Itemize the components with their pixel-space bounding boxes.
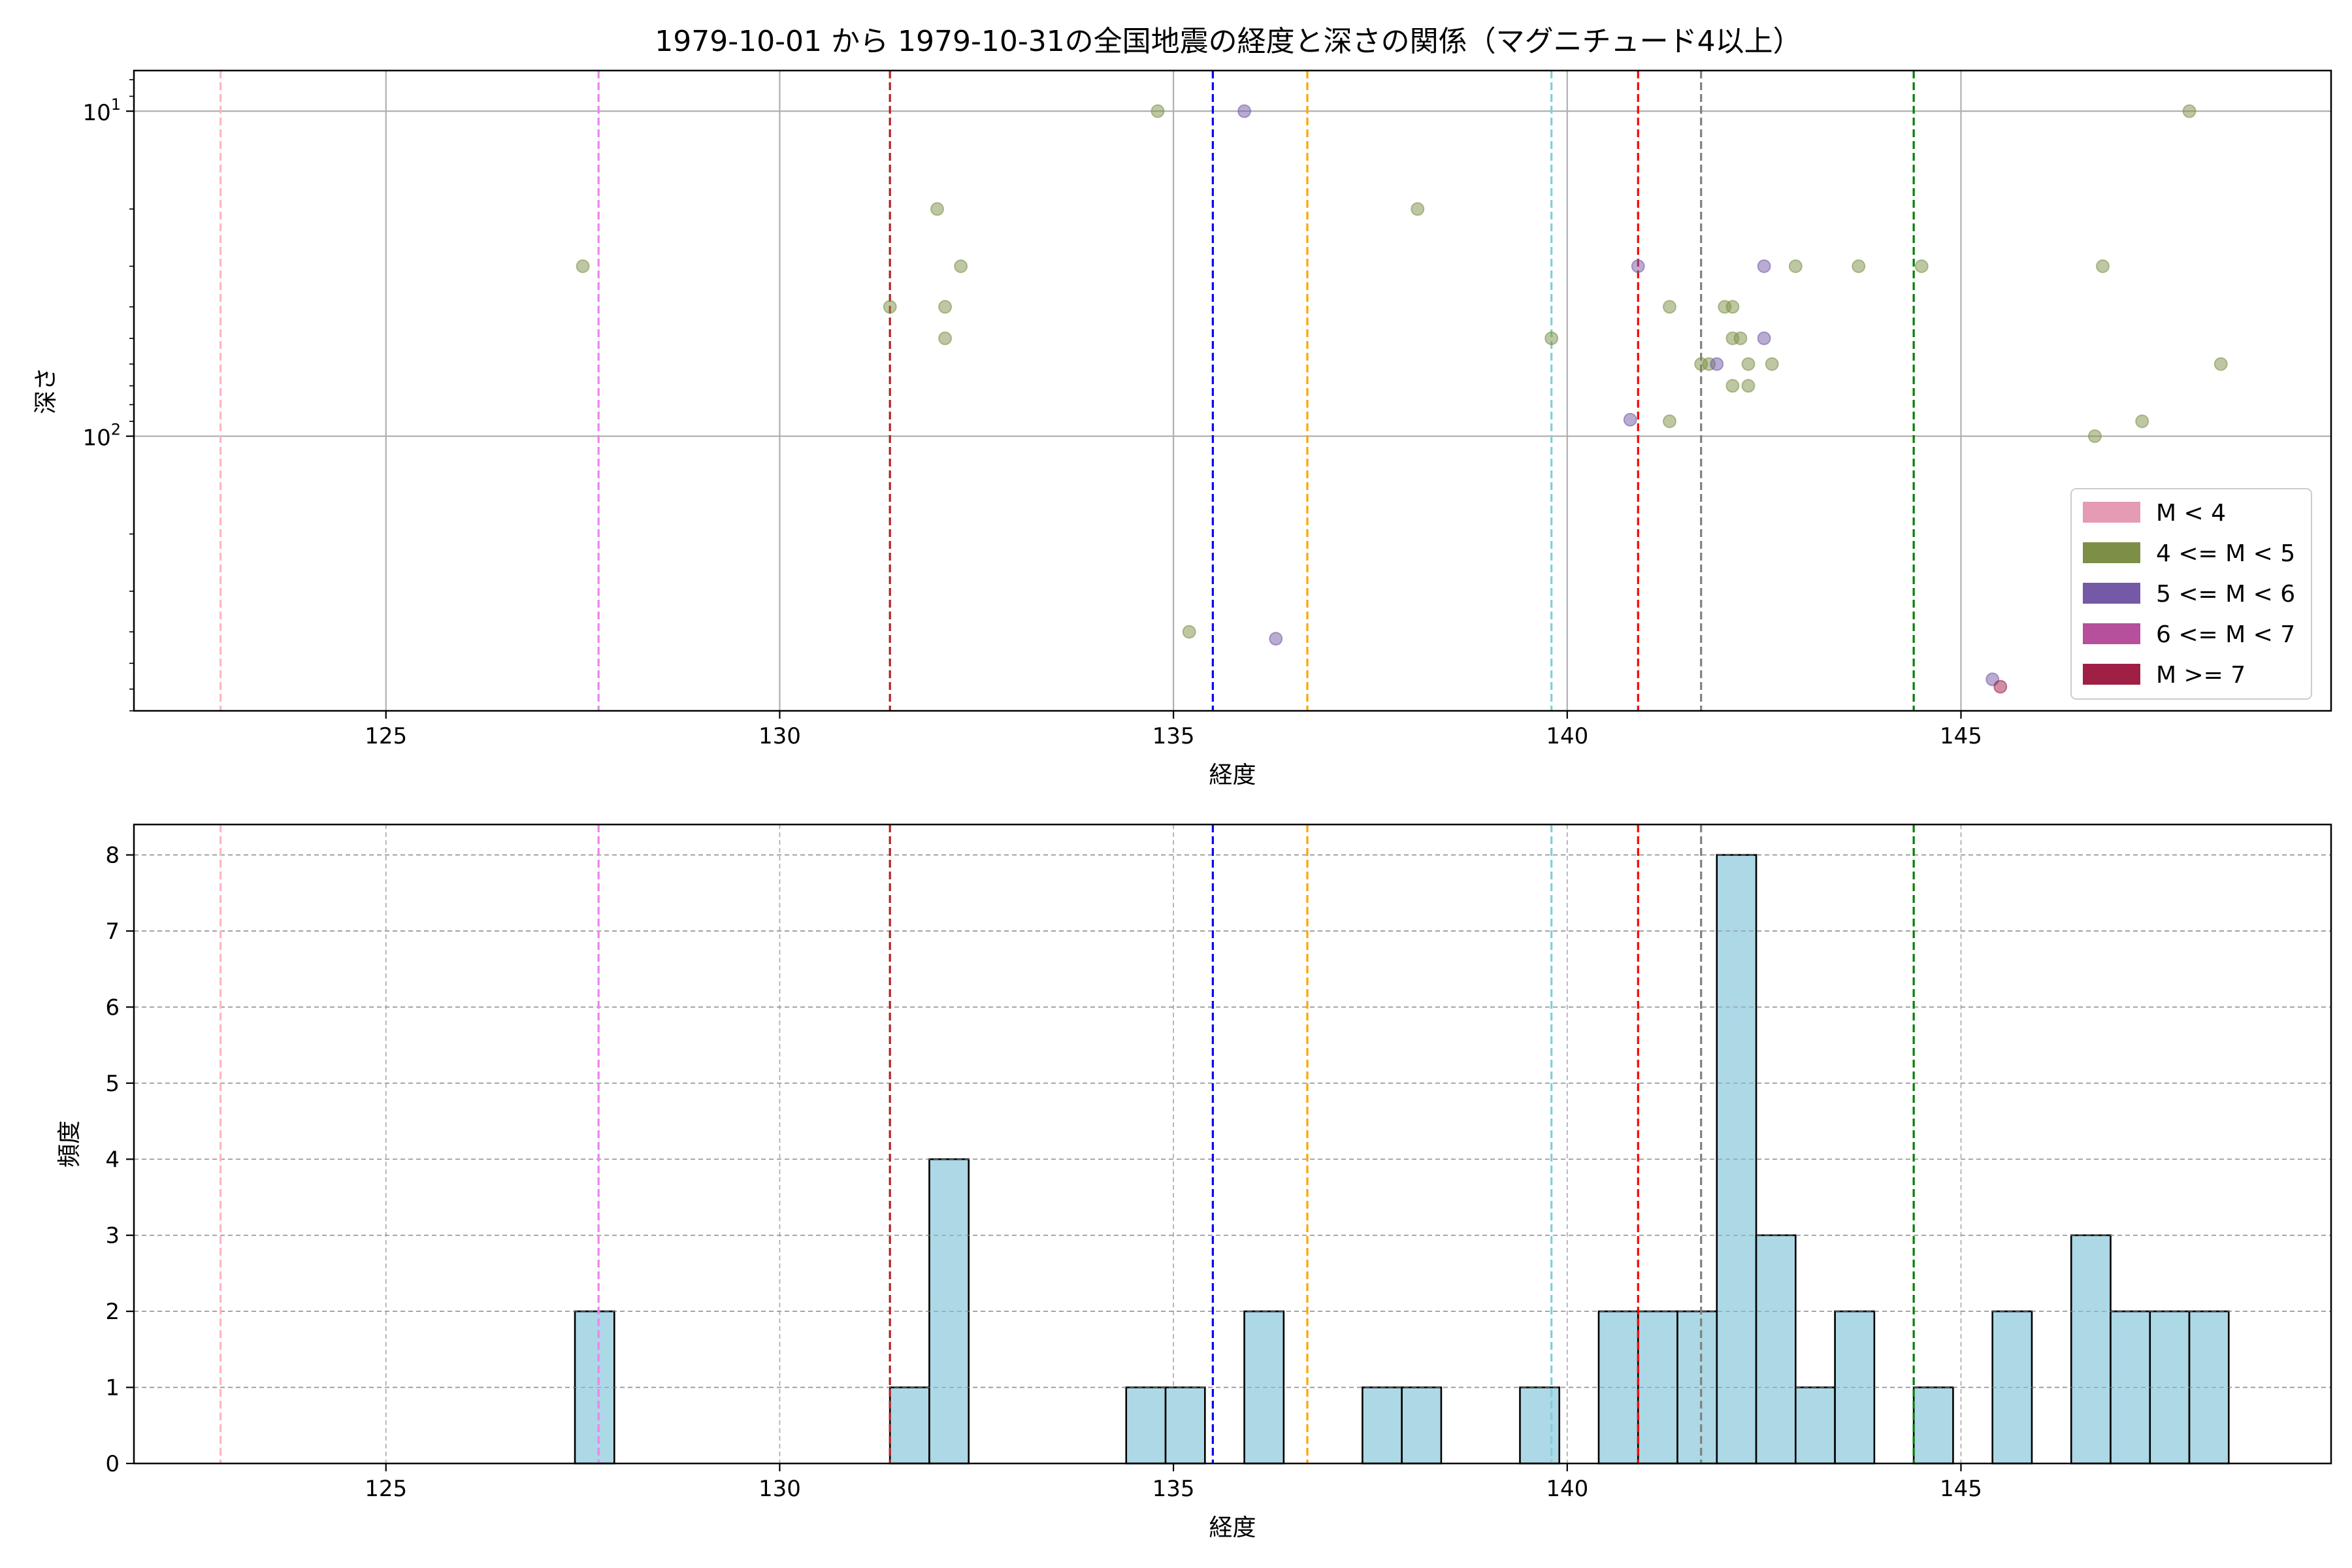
hist-x-tick-label: 130 bbox=[759, 1476, 801, 1502]
legend-swatch bbox=[2083, 502, 2140, 523]
hist-y-tick-label: 4 bbox=[105, 1147, 120, 1173]
scatter-point bbox=[1993, 679, 2008, 694]
scatter-point bbox=[1725, 300, 1740, 314]
scatter-point bbox=[1694, 357, 1708, 371]
scatter-x-axis-label: 経度 bbox=[1209, 762, 1256, 789]
legend-label: M >= 7 bbox=[2156, 662, 2246, 689]
tick-base: 10 bbox=[82, 100, 110, 126]
scatter-x-tick-label: 130 bbox=[759, 723, 801, 749]
hist-y-tick-label: 2 bbox=[105, 1299, 120, 1325]
scatter-point bbox=[938, 331, 953, 346]
scatter-y-tick-label: 102 bbox=[82, 421, 121, 451]
tick-exponent: 2 bbox=[111, 421, 121, 439]
hist-x-tick-label: 145 bbox=[1940, 1476, 1982, 1502]
scatter-point bbox=[1237, 104, 1252, 118]
figure-title: 1979-10-01 から 1979-10-31の全国地震の経度と深さの関係（マ… bbox=[655, 25, 1801, 58]
hist-y-tick-label: 8 bbox=[105, 843, 120, 869]
scatter-point bbox=[1765, 357, 1779, 371]
scatter-point bbox=[2213, 357, 2228, 371]
hist-x-tick-label: 140 bbox=[1546, 1476, 1588, 1502]
hist-y-tick-label: 1 bbox=[105, 1375, 120, 1401]
legend-label: M < 4 bbox=[2156, 500, 2226, 527]
scatter-axes-frame bbox=[133, 69, 2332, 712]
scatter-point bbox=[2095, 259, 2110, 273]
histogram-bar bbox=[1795, 1386, 1836, 1465]
scatter-y-tick-label: 101 bbox=[82, 95, 121, 126]
histogram-bar bbox=[1912, 1386, 1954, 1465]
scatter-x-tick-label: 145 bbox=[1940, 723, 1982, 749]
legend-label: 6 <= M < 7 bbox=[2156, 621, 2295, 648]
scatter-y-axis-label: 深さ bbox=[33, 367, 59, 414]
tick-base: 10 bbox=[82, 425, 110, 451]
scatter-x-tick-label: 140 bbox=[1546, 723, 1588, 749]
scatter-point bbox=[1544, 331, 1559, 346]
hist-y-tick-label: 5 bbox=[105, 1071, 120, 1097]
scatter-point bbox=[2135, 414, 2149, 429]
scatter-point bbox=[1269, 632, 1283, 646]
hist-x-axis-label: 経度 bbox=[1209, 1514, 1256, 1541]
scatter-point bbox=[1741, 379, 1756, 393]
legend-swatch bbox=[2083, 664, 2140, 685]
histogram-bar bbox=[1362, 1386, 1403, 1465]
scatter-x-tick-label: 135 bbox=[1152, 723, 1195, 749]
scatter-point bbox=[883, 300, 897, 314]
legend-label: 4 <= M < 5 bbox=[2156, 540, 2295, 567]
scatter-point bbox=[954, 259, 968, 273]
histogram-panel: 125 130 135 140 145 0 1 2 3 4 5 6 7 8 経度 頻度 bbox=[56, 823, 2332, 1541]
scatter-point bbox=[1757, 331, 1771, 346]
scatter-point bbox=[1852, 259, 1866, 273]
scatter-point bbox=[1662, 414, 1676, 429]
scatter-point bbox=[2182, 104, 2197, 118]
histogram-bar bbox=[1164, 1386, 1206, 1465]
hist-y-tick-label: 6 bbox=[105, 994, 120, 1021]
histogram-bar bbox=[2070, 1234, 2112, 1465]
hist-y-tick-label: 3 bbox=[105, 1223, 120, 1249]
histogram-bar bbox=[1401, 1386, 1443, 1465]
hist-y-tick-label: 0 bbox=[105, 1451, 120, 1477]
scatter-point bbox=[938, 300, 953, 314]
legend-swatch bbox=[2083, 623, 2140, 644]
scatter-point bbox=[1411, 202, 1425, 216]
scatter-point bbox=[1757, 259, 1771, 273]
hist-y-axis-label: 頻度 bbox=[56, 1120, 83, 1168]
scatter-point bbox=[1662, 300, 1676, 314]
scatter-point bbox=[1710, 357, 1724, 371]
scatter-point bbox=[1788, 259, 1803, 273]
scatter-legend-box bbox=[2070, 488, 2312, 700]
scatter-point bbox=[1914, 259, 1929, 273]
histogram-bar bbox=[1755, 1234, 1797, 1465]
scatter-point bbox=[2087, 429, 2102, 444]
scatter-point bbox=[930, 202, 944, 216]
histogram-bar bbox=[1519, 1386, 1561, 1465]
scatter-point bbox=[1151, 104, 1165, 118]
scatter-point bbox=[576, 259, 590, 273]
tick-exponent: 1 bbox=[111, 95, 121, 114]
histogram-bar bbox=[1125, 1386, 1167, 1465]
scatter-point bbox=[1631, 259, 1645, 273]
legend-swatch bbox=[2083, 542, 2140, 563]
scatter-point bbox=[1725, 379, 1740, 393]
hist-x-tick-label: 125 bbox=[365, 1476, 407, 1502]
hist-y-tick-label: 7 bbox=[105, 919, 120, 945]
scatter-point bbox=[1733, 331, 1748, 346]
scatter-point bbox=[1182, 625, 1196, 639]
legend-swatch bbox=[2083, 583, 2140, 604]
scatter-point bbox=[1623, 412, 1637, 427]
scatter-x-tick-label: 125 bbox=[365, 723, 407, 749]
legend-label: 5 <= M < 6 bbox=[2156, 581, 2295, 608]
scatter-point bbox=[1741, 357, 1756, 371]
histogram-bar bbox=[889, 1386, 930, 1465]
hist-x-tick-label: 135 bbox=[1152, 1476, 1195, 1502]
hist-axes-frame bbox=[133, 823, 2332, 1465]
